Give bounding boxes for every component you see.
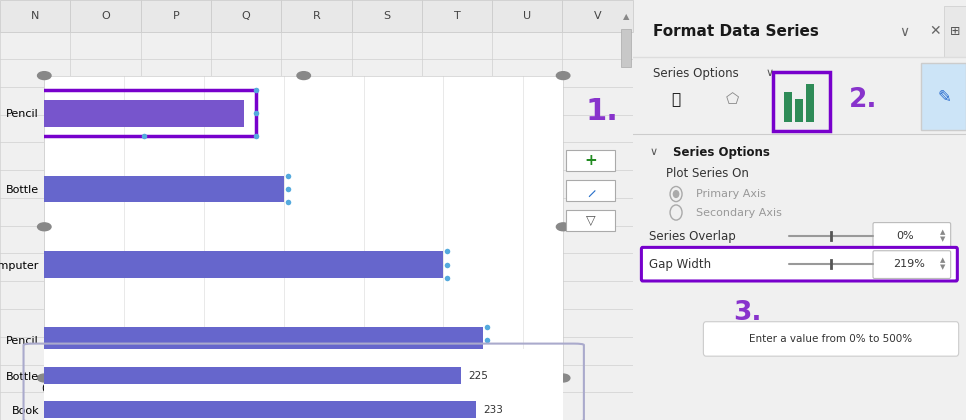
FancyBboxPatch shape (873, 251, 951, 278)
Text: 225: 225 (469, 371, 489, 381)
Text: ▽: ▽ (585, 214, 595, 227)
Text: Enter a value from 0% to 500%: Enter a value from 0% to 500% (750, 334, 913, 344)
FancyBboxPatch shape (873, 223, 951, 250)
FancyBboxPatch shape (795, 99, 804, 122)
FancyBboxPatch shape (774, 72, 831, 131)
Text: +: + (584, 153, 597, 168)
Text: O: O (101, 11, 110, 21)
Text: Series Options: Series Options (653, 67, 738, 80)
Text: N: N (31, 11, 40, 21)
FancyBboxPatch shape (945, 6, 966, 57)
Circle shape (556, 374, 570, 382)
FancyBboxPatch shape (422, 0, 492, 32)
FancyBboxPatch shape (281, 0, 352, 32)
Circle shape (38, 72, 51, 79)
Circle shape (556, 72, 570, 79)
Circle shape (38, 223, 51, 231)
Bar (44, 100, 243, 126)
Text: U: U (524, 11, 531, 21)
Circle shape (556, 223, 570, 231)
Bar (44, 368, 461, 384)
Text: ✎: ✎ (937, 88, 951, 105)
Text: Plot Series On: Plot Series On (667, 167, 749, 179)
FancyBboxPatch shape (621, 29, 632, 67)
Text: ▲: ▲ (623, 12, 630, 21)
Text: 2.: 2. (849, 87, 878, 113)
Text: ▼: ▼ (940, 265, 946, 270)
Circle shape (297, 72, 310, 79)
Text: 0%: 0% (896, 231, 914, 241)
Text: Series Options: Series Options (672, 146, 770, 158)
Text: ▲: ▲ (940, 257, 946, 263)
FancyBboxPatch shape (703, 322, 958, 356)
FancyBboxPatch shape (211, 0, 281, 32)
Text: Primary Axis: Primary Axis (696, 189, 766, 199)
Text: 3.: 3. (733, 300, 761, 326)
Text: ⚊: ⚊ (582, 182, 599, 199)
Text: ✕: ✕ (929, 24, 941, 39)
Text: 1.: 1. (585, 97, 618, 126)
Circle shape (673, 191, 679, 197)
FancyBboxPatch shape (921, 63, 966, 130)
Text: ▲: ▲ (940, 229, 946, 235)
Text: Secondary Axis: Secondary Axis (696, 207, 781, 218)
Bar (44, 327, 483, 354)
FancyBboxPatch shape (784, 92, 792, 122)
Text: ∨: ∨ (899, 24, 909, 39)
FancyBboxPatch shape (352, 0, 422, 32)
Circle shape (38, 374, 51, 382)
FancyBboxPatch shape (71, 0, 141, 32)
Text: ⬠: ⬠ (726, 92, 739, 108)
Text: ∨: ∨ (766, 68, 774, 79)
Text: Format Data Series: Format Data Series (653, 24, 818, 39)
FancyBboxPatch shape (492, 0, 562, 32)
Text: ▼: ▼ (940, 236, 946, 242)
Text: P: P (172, 11, 179, 21)
Text: T: T (454, 11, 461, 21)
Bar (44, 251, 443, 278)
Text: 🪣: 🪣 (671, 92, 681, 108)
Text: Series Overlap: Series Overlap (649, 230, 736, 242)
FancyBboxPatch shape (141, 0, 211, 32)
Text: S: S (384, 11, 390, 21)
Circle shape (297, 374, 310, 382)
FancyBboxPatch shape (641, 247, 957, 281)
FancyBboxPatch shape (0, 0, 71, 32)
FancyBboxPatch shape (807, 84, 814, 122)
Text: 219%: 219% (893, 259, 924, 269)
Text: Q: Q (242, 11, 250, 21)
Text: ⊞: ⊞ (951, 25, 960, 38)
Text: ∨: ∨ (649, 147, 658, 157)
Text: Gap Width: Gap Width (649, 258, 712, 270)
Bar (44, 176, 284, 202)
Text: 233: 233 (483, 405, 503, 415)
Text: V: V (594, 11, 602, 21)
FancyBboxPatch shape (562, 0, 633, 32)
Bar (44, 401, 476, 418)
Text: R: R (312, 11, 321, 21)
